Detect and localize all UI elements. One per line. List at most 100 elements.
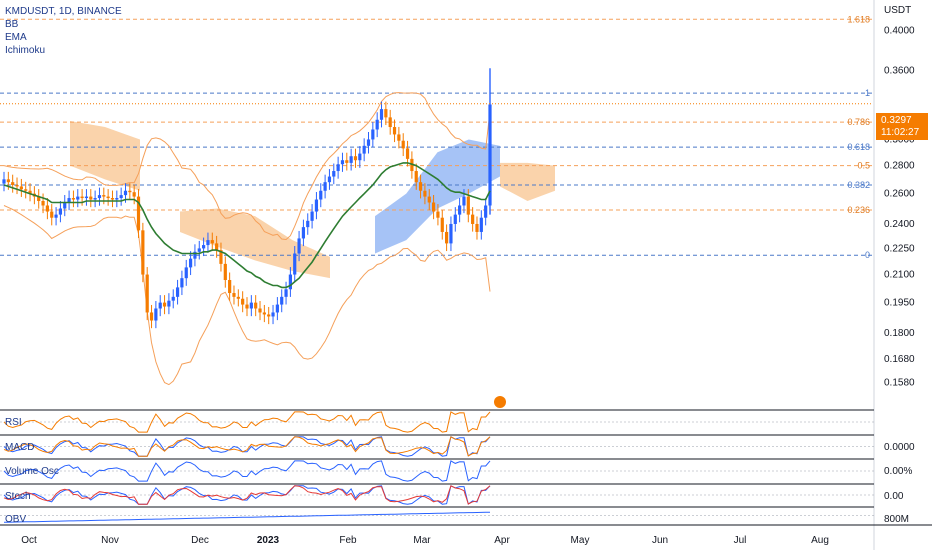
legend-ema[interactable]: EMA	[5, 32, 27, 43]
candle-body	[15, 185, 19, 187]
candle-body	[132, 192, 136, 197]
candle-body	[319, 190, 323, 200]
ichimoku-cloud	[70, 120, 555, 279]
candle-body	[45, 205, 49, 212]
fib-label: 0.236	[847, 205, 870, 215]
candle-body	[397, 134, 401, 141]
candle-body	[332, 171, 336, 177]
candle-body	[141, 230, 145, 275]
candle-body	[80, 196, 84, 199]
candle-body	[119, 195, 123, 199]
candle-body	[427, 196, 431, 203]
pane-tick-label: 0.0000	[884, 442, 915, 453]
pane-series	[3, 485, 491, 505]
pane-series	[3, 411, 491, 433]
candle-body	[232, 293, 236, 297]
candle-body	[136, 196, 141, 231]
time-tick-label: Nov	[101, 535, 119, 546]
candle-body	[458, 205, 462, 215]
time-tick-label: Jul	[734, 535, 747, 546]
candle-body	[436, 211, 440, 218]
pane-series	[3, 436, 491, 457]
time-axis[interactable]: Oct Nov Dec 2023 Feb Mar Apr May Jun Jul Aug	[21, 535, 829, 546]
candle-body	[340, 160, 345, 165]
bb-upper	[3, 92, 491, 241]
countdown: 11:02:27	[881, 127, 920, 138]
price-tick-label: 0.2100	[884, 270, 915, 281]
pane-title: Stoch	[5, 491, 31, 502]
fib-label: 0.382	[847, 180, 870, 190]
candle-body	[184, 267, 188, 279]
candle-body	[249, 302, 253, 309]
candle-body	[67, 198, 71, 203]
candle-body	[228, 280, 232, 294]
candle-body	[37, 196, 41, 202]
candle-body	[462, 196, 466, 206]
candle-body	[106, 196, 110, 199]
candle-body	[353, 156, 358, 161]
legend-ichimoku[interactable]: Ichimoku	[5, 45, 46, 56]
time-tick-label: 2023	[257, 535, 280, 546]
time-tick-label: Dec	[191, 535, 209, 546]
candle-body	[197, 248, 201, 252]
time-tick-label: Feb	[339, 535, 357, 546]
ema-line	[3, 162, 491, 289]
candle-body	[288, 274, 292, 290]
candle-body	[267, 314, 271, 317]
legend-bb[interactable]: BB	[5, 19, 19, 30]
candle-body	[414, 171, 418, 183]
time-tick-label: Apr	[494, 535, 510, 546]
candle-body	[405, 148, 410, 159]
price-tick-label: 0.2600	[884, 189, 915, 200]
cloud-segment	[375, 139, 500, 254]
fib-label: 0.618	[847, 142, 870, 152]
price-tick-label: 0.1950	[884, 298, 915, 309]
candle-body	[41, 201, 45, 206]
fib-label: 0	[865, 250, 870, 260]
candle-body	[219, 250, 223, 264]
indicator-panes: RSI MACD 0.0000 Volume Osc 0.00% Stoch 0.00 OBV…	[0, 396, 932, 526]
price-tick-label: 0.1680	[884, 354, 915, 365]
candle-body	[236, 296, 240, 299]
candle-body	[323, 182, 327, 191]
candle-body	[171, 296, 175, 301]
candle-body	[158, 302, 162, 309]
candle-body	[206, 240, 210, 246]
cloud-segment	[500, 162, 555, 202]
candle-body	[89, 196, 93, 200]
candle-body	[297, 238, 301, 254]
candle-body	[401, 140, 405, 149]
candle-body	[453, 214, 457, 224]
candle-body	[366, 139, 371, 146]
candle-body	[284, 289, 288, 297]
candle-body	[258, 308, 262, 313]
candle-body	[379, 109, 384, 120]
candle-body	[223, 263, 227, 281]
fib-label: 0.786	[847, 117, 870, 127]
pane-series	[3, 436, 491, 457]
candle-body	[102, 195, 106, 197]
pane-tick-label: 800M	[884, 514, 909, 525]
price-tick-label: 0.3600	[884, 65, 915, 76]
candle-body	[2, 179, 6, 184]
candle-body	[63, 202, 67, 209]
candle-body	[110, 198, 115, 200]
fib-label: 1.618	[847, 14, 870, 24]
candle-body	[392, 127, 397, 135]
candle-body	[241, 298, 245, 305]
candle-body	[210, 240, 214, 244]
time-tick-label: Aug	[811, 535, 829, 546]
symbol-title[interactable]: KMDUSDT, 1D, BINANCE	[5, 6, 122, 17]
candle-body	[275, 304, 279, 313]
candle-body	[149, 312, 154, 321]
pane-title: RSI	[5, 417, 22, 428]
price-tick-label: 0.4000	[884, 25, 915, 36]
pane-title: Volume Osc	[5, 466, 59, 477]
candle-body	[479, 217, 483, 232]
fibonacci-levels: 1.618 1 0.786 0.618 0.5 0.382 0.236 0	[0, 14, 872, 260]
candle-body	[145, 274, 149, 313]
time-tick-label: Jun	[652, 535, 668, 546]
candle-body	[6, 179, 10, 183]
